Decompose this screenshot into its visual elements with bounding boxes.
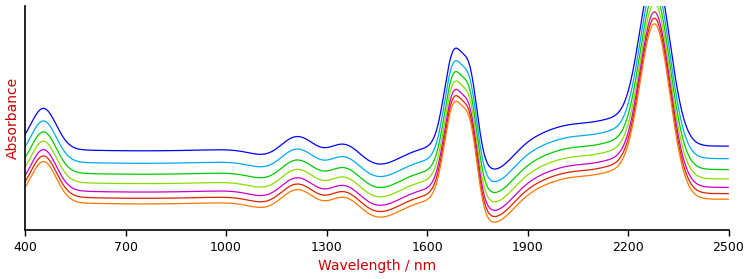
X-axis label: Wavelength / nm: Wavelength / nm [318,259,436,273]
Y-axis label: Absorbance: Absorbance [5,77,20,159]
